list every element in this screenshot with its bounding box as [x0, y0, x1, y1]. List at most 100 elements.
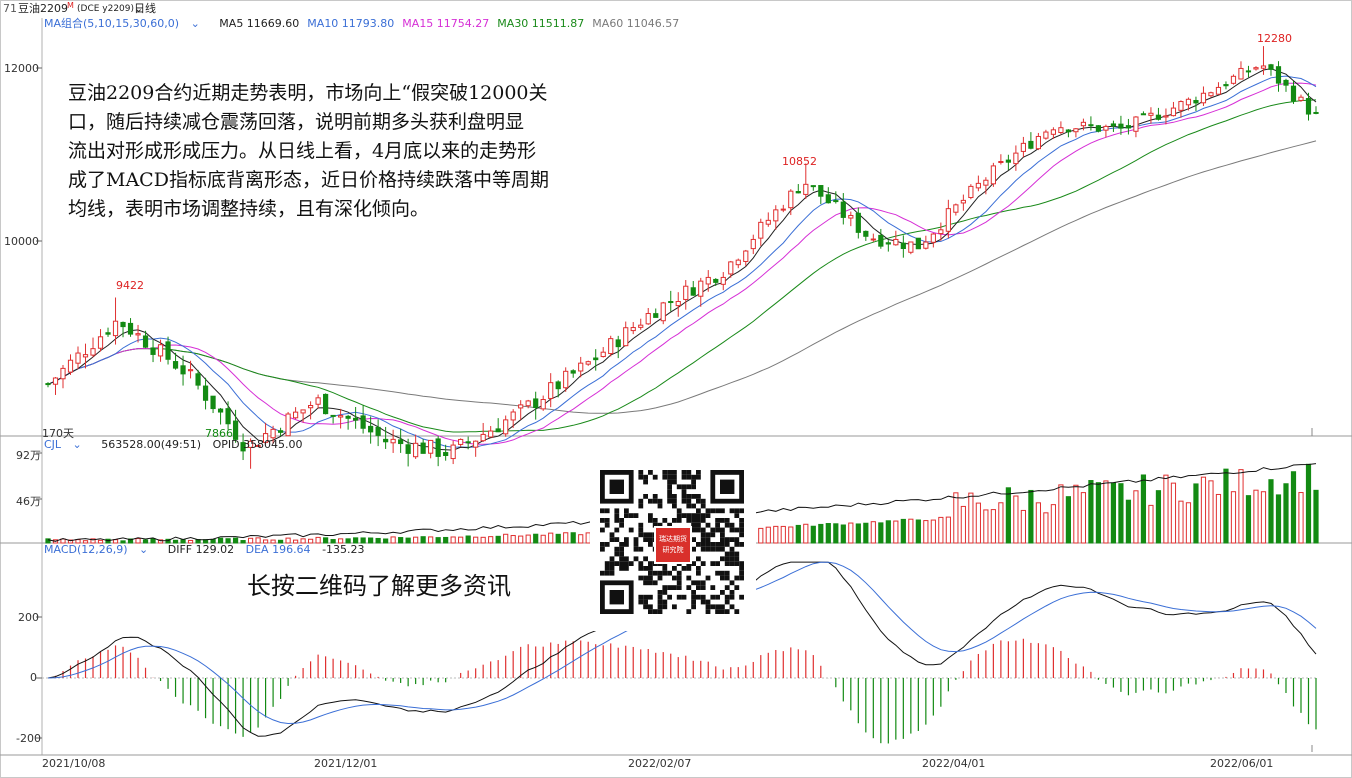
qr-module	[652, 474, 658, 480]
qr-module	[619, 542, 624, 547]
candle-body	[1058, 127, 1064, 133]
candle-body	[563, 370, 569, 389]
qr-module	[638, 474, 644, 480]
candle-body	[247, 440, 254, 448]
qr-module	[710, 585, 716, 590]
volume-bar	[120, 540, 126, 544]
chevron-down-icon: ⌄	[187, 17, 200, 30]
qr-module	[624, 556, 629, 562]
qr-module	[652, 522, 658, 528]
qr-module	[657, 503, 663, 509]
candle-body	[660, 302, 666, 322]
qr-module	[710, 604, 716, 610]
qr-module	[739, 575, 744, 581]
qr-module	[705, 522, 711, 528]
candle-body	[1260, 65, 1267, 69]
volume-bar	[353, 537, 359, 544]
qr-module	[739, 508, 744, 514]
qr-module	[729, 546, 735, 552]
qr-module	[734, 561, 740, 566]
candle-body	[1178, 101, 1184, 111]
qr-module	[739, 527, 744, 533]
qr-module	[604, 508, 610, 514]
candle-body	[150, 347, 156, 355]
qr-module	[686, 575, 692, 581]
macd-tick-0: 0	[30, 671, 37, 684]
qr-module	[681, 474, 687, 480]
volume-bar	[1260, 491, 1267, 544]
qr-module	[633, 556, 639, 562]
qr-module	[619, 566, 624, 571]
qr-module	[604, 518, 610, 523]
candle-body	[338, 415, 344, 418]
candle-body	[945, 208, 951, 232]
qr-module	[638, 594, 644, 600]
candle-body	[60, 367, 66, 380]
qr-module	[691, 474, 696, 480]
analysis-annotation: 豆油2209合约近期走势表明，市场向上“假突破12000关 口，随后持续减仓震荡…	[68, 79, 549, 224]
volume-bar	[1178, 500, 1184, 544]
volume-tick-46: 46万	[16, 495, 41, 508]
candle-body	[773, 209, 779, 222]
volume-bar	[187, 539, 194, 544]
volume-indicator-label[interactable]: CJL ⌄	[44, 438, 82, 451]
qr-module	[691, 580, 696, 586]
qr-module	[638, 498, 644, 504]
qr-module	[696, 594, 701, 600]
qr-module	[686, 609, 692, 614]
volume-bar	[810, 525, 816, 544]
macd-indicator-label[interactable]: MACD(12,26,9) ⌄	[44, 543, 149, 556]
volume-bar	[390, 536, 396, 544]
candle-body	[1013, 152, 1019, 165]
qr-module	[739, 566, 744, 571]
candle-body	[1133, 116, 1139, 132]
candle-body	[443, 452, 449, 456]
qr-module	[657, 594, 663, 600]
qr-module	[705, 609, 711, 614]
volume-bar	[1275, 494, 1282, 544]
qr-module	[648, 561, 653, 566]
qr-module	[691, 513, 696, 518]
qr-module	[633, 513, 639, 518]
candle-body	[330, 414, 336, 417]
qr-module	[667, 489, 672, 494]
candle-body	[570, 370, 576, 374]
qr-module	[614, 518, 620, 523]
candle-body	[938, 229, 944, 235]
ma-group-label[interactable]: MA组合(5,10,15,30,60,0) ⌄	[44, 17, 200, 30]
candle-body	[315, 397, 321, 405]
qr-module	[720, 508, 725, 514]
qr-module	[662, 570, 668, 576]
qr-module	[734, 609, 740, 614]
qr-module	[705, 542, 711, 547]
qr-code-panel[interactable]: 瑞达期货 研究院	[590, 460, 756, 631]
open-interest-value: OPID 358045.00	[212, 438, 303, 451]
volume-bar	[960, 505, 966, 544]
volume-bar	[368, 537, 374, 544]
qr-module	[643, 532, 648, 538]
candle-body	[1095, 125, 1102, 132]
candle-body	[983, 179, 989, 186]
qr-module	[715, 594, 720, 600]
volume-bar	[172, 539, 179, 544]
qr-module	[643, 594, 648, 600]
qr-module	[667, 479, 672, 485]
candle-body	[900, 242, 906, 249]
candle-body	[1080, 121, 1087, 127]
qr-module	[643, 474, 648, 480]
annotation-line: 口，随后持续减仓震荡回落，说明前期多头获利盘明显	[68, 111, 525, 133]
candle-body	[990, 165, 996, 185]
qr-module	[648, 594, 653, 600]
ma-value-ma60: MA60 11046.57	[592, 17, 680, 30]
candle-body	[555, 381, 561, 390]
candle-body	[750, 238, 756, 250]
qr-module	[609, 537, 615, 542]
volume-bar	[503, 533, 509, 544]
candle-body	[345, 415, 351, 419]
qr-module	[609, 532, 615, 538]
qr-module	[681, 594, 687, 600]
qr-module	[734, 556, 740, 562]
qr-module	[604, 570, 610, 576]
volume-bar	[488, 536, 494, 544]
